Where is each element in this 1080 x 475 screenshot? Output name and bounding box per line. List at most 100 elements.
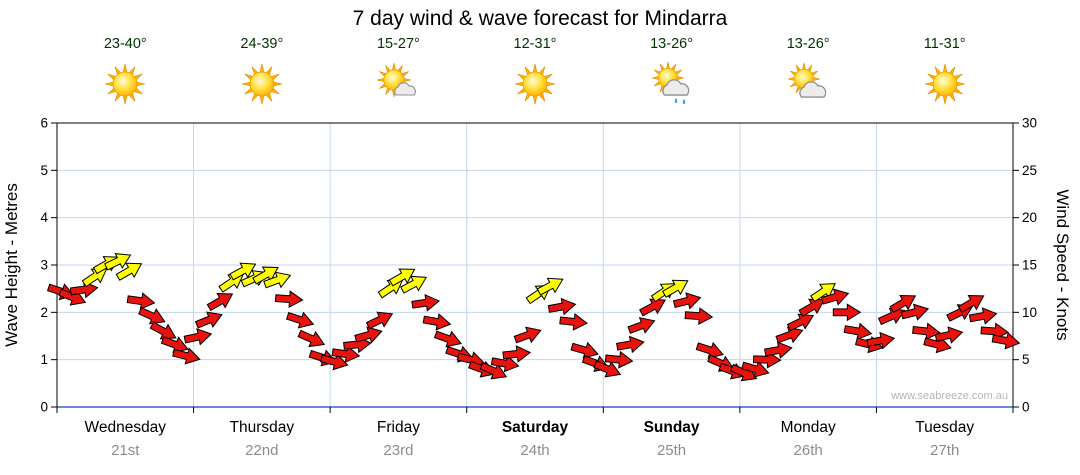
watermark: www.seabreeze.com.au <box>891 390 1008 402</box>
wind-arrow <box>843 322 873 341</box>
wind-arrow <box>252 266 279 285</box>
wind-arrow <box>616 335 645 354</box>
wind-arrow <box>877 307 906 326</box>
wind-arrow <box>810 283 836 303</box>
wind-arrow <box>957 294 985 314</box>
day-date-label: 25th <box>656 442 687 459</box>
wind-arrow <box>627 317 656 334</box>
wind-arrow <box>513 326 542 344</box>
day-date-label: 22nd <box>245 442 279 459</box>
wind-arrow <box>934 326 964 344</box>
wind-arrow <box>331 345 361 363</box>
left-axis-tick-label: 6 <box>40 116 48 131</box>
wind-arrow <box>81 268 108 288</box>
wind-arrow <box>115 262 143 281</box>
weather-icon-sun <box>924 63 965 105</box>
weather-icon-sun <box>236 60 288 108</box>
wind-arrow <box>297 329 326 348</box>
wind-arrow <box>547 297 577 316</box>
day-name-label: Thursday <box>229 419 295 436</box>
wind-arrow <box>138 307 166 325</box>
wind-arrow <box>479 361 508 380</box>
wind-arrow <box>433 330 462 348</box>
day-date-label: 21st <box>111 442 140 459</box>
day-name-label: Monday <box>780 419 836 436</box>
day-date-label: 27th <box>930 442 960 459</box>
weather-icon-sun <box>99 60 151 108</box>
chart-title: 7 day wind & wave forecast for Mindarra <box>352 7 728 30</box>
right-axis-tick-label: 30 <box>1022 116 1037 131</box>
wind-arrow <box>639 298 667 317</box>
wind-arrow <box>559 313 588 331</box>
wind-arrow <box>991 332 1021 350</box>
day-temp-range: 12-31° <box>513 36 557 52</box>
weather-icon-cloudy <box>788 62 827 98</box>
wind-arrow <box>377 279 404 299</box>
right-axis-tick-label: 0 <box>1022 400 1030 415</box>
weather-icon-partly <box>372 60 424 108</box>
wind-arrow <box>741 360 770 378</box>
wind-arrow <box>672 292 702 310</box>
wind-arrows <box>46 252 1021 382</box>
day-name-label: Sunday <box>643 419 700 436</box>
weather-icon-sun <box>241 63 282 105</box>
wind-arrow <box>320 353 349 371</box>
wind-arrow <box>490 354 520 373</box>
wind-arrow <box>263 271 292 289</box>
wind-arrow <box>229 262 257 281</box>
wind-arrow <box>218 273 245 293</box>
day-temp-range: 15-27° <box>376 36 420 52</box>
day-date-label: 23rd <box>383 442 414 459</box>
wind-arrow <box>980 322 1010 341</box>
wind-arrow <box>194 311 223 329</box>
day-temp-range: 13-26° <box>786 36 830 52</box>
left-axis-tick-label: 3 <box>40 258 48 273</box>
day-temp-range: 11-31° <box>923 36 966 52</box>
weather-icon-partly <box>377 62 417 98</box>
wind-arrow <box>411 294 441 312</box>
day-name-label: Saturday <box>501 419 569 436</box>
gridlines <box>57 123 1013 407</box>
right-axis-tick-label: 25 <box>1022 163 1037 178</box>
wind-arrow <box>912 322 941 341</box>
wind-arrow <box>786 313 815 332</box>
day-temp-range: 24-39° <box>240 36 284 52</box>
wind-arrow <box>968 307 998 325</box>
weather-icon-sun <box>509 60 561 108</box>
right-axis-tick-label: 10 <box>1022 305 1037 320</box>
day-date-label: 26th <box>793 442 823 459</box>
wind-arrow <box>832 303 862 322</box>
right-axis-tick-label: 5 <box>1022 352 1030 367</box>
wind-arrow <box>798 298 826 317</box>
weather-icon-sun <box>514 63 556 105</box>
wind-arrow <box>422 313 452 331</box>
wind-arrow <box>900 303 930 321</box>
left-axis-tick-label: 1 <box>40 352 48 367</box>
left-axis-tick-label: 0 <box>40 400 48 415</box>
wind-arrow <box>889 294 917 314</box>
wind-arrow <box>775 326 804 344</box>
wind-arrow <box>354 326 383 344</box>
weather-icon-cloudy <box>782 60 834 108</box>
axis-ticks: 0 1 2 3 4 5 6 0 5 10 15 20 25 30 <box>40 116 1037 415</box>
wind-arrow <box>285 311 315 329</box>
wind-arrow <box>126 292 156 310</box>
wind-arrow <box>183 328 213 346</box>
right-axis-tick-label: 20 <box>1022 210 1037 225</box>
wind-arrow <box>274 290 304 309</box>
wind-arrow <box>536 277 564 296</box>
wind-arrow <box>502 345 532 363</box>
wind-arrow <box>593 360 622 378</box>
wind-arrow <box>206 293 234 312</box>
day-name-label: Tuesday <box>915 419 975 436</box>
weather-icon-showers <box>651 61 689 105</box>
right-axis-tick-label: 15 <box>1022 258 1037 273</box>
left-axis-tick-label: 2 <box>40 305 48 320</box>
wind-arrow <box>820 288 850 306</box>
day-date-label: 24th <box>520 442 550 459</box>
wind-arrow <box>104 252 132 271</box>
wind-arrow <box>661 279 689 298</box>
weather-icon-sun <box>919 60 971 108</box>
wind-arrow <box>172 347 201 365</box>
